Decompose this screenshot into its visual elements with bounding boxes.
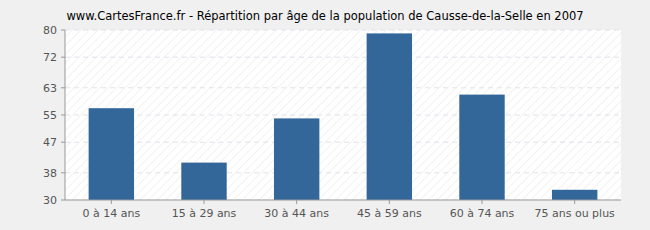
tick-label: 80 bbox=[43, 24, 57, 37]
tick-mark bbox=[61, 87, 65, 88]
grid-line bbox=[65, 115, 621, 116]
x-tick bbox=[296, 200, 297, 204]
plot-area bbox=[65, 30, 621, 200]
category-label: 15 à 29 ans bbox=[172, 207, 237, 220]
tick-label: 63 bbox=[43, 82, 57, 95]
tick-label: 55 bbox=[43, 109, 57, 122]
tick-mark bbox=[61, 200, 65, 201]
bar bbox=[367, 33, 412, 200]
x-tick bbox=[111, 200, 112, 204]
tick-mark bbox=[61, 115, 65, 116]
bar bbox=[552, 190, 597, 200]
x-tick bbox=[204, 200, 205, 204]
grid-line bbox=[65, 87, 621, 88]
bar bbox=[181, 163, 226, 200]
category-label: 0 à 14 ans bbox=[82, 207, 140, 220]
tick-mark bbox=[61, 57, 65, 58]
grid-line bbox=[65, 172, 621, 173]
tick-mark bbox=[61, 172, 65, 173]
tick-mark bbox=[61, 142, 65, 143]
x-tick bbox=[482, 200, 483, 204]
tick-label: 38 bbox=[43, 167, 57, 180]
grid-line bbox=[65, 142, 621, 143]
grid-line bbox=[65, 200, 621, 201]
x-tick bbox=[389, 200, 390, 204]
category-label: 30 à 44 ans bbox=[264, 207, 329, 220]
tick-mark bbox=[61, 30, 65, 31]
x-tick bbox=[574, 200, 575, 204]
bars bbox=[89, 33, 598, 200]
grid-line bbox=[65, 30, 621, 31]
category-label: 75 ans ou plus bbox=[534, 207, 615, 220]
chart-container: www.CartesFrance.fr - Répartition par âg… bbox=[0, 0, 650, 230]
category-label: 60 à 74 ans bbox=[450, 207, 515, 220]
y-axis bbox=[65, 30, 66, 200]
category-label: 45 à 59 ans bbox=[357, 207, 422, 220]
chart-svg: www.CartesFrance.fr - Répartition par âg… bbox=[0, 0, 650, 230]
title: www.CartesFrance.fr - Répartition par âg… bbox=[66, 9, 583, 23]
grid-line bbox=[65, 57, 621, 58]
bar bbox=[274, 118, 319, 200]
tick-label: 30 bbox=[43, 194, 57, 207]
tick-label: 72 bbox=[43, 51, 57, 64]
x-axis bbox=[65, 200, 621, 201]
bar bbox=[89, 108, 134, 200]
bar bbox=[459, 95, 504, 200]
tick-label: 47 bbox=[43, 136, 57, 149]
background bbox=[0, 0, 650, 230]
